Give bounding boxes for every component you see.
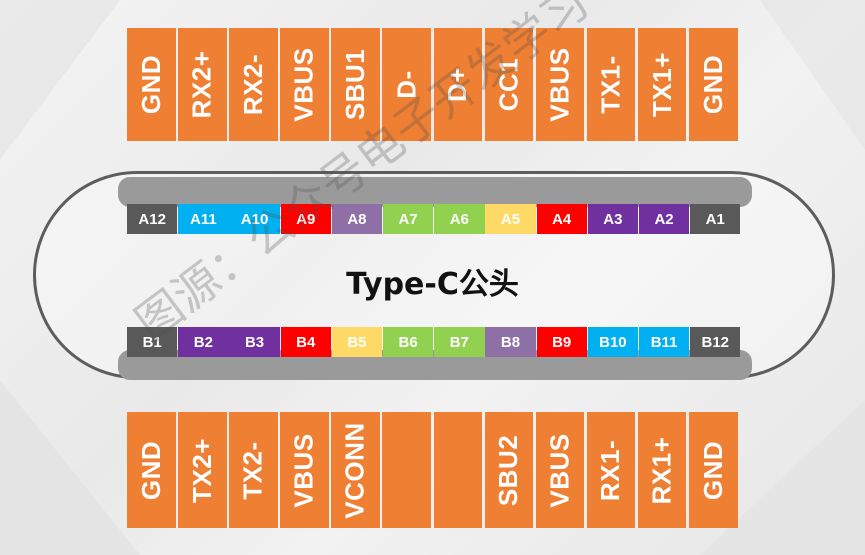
signal-label-cell: D- bbox=[382, 28, 431, 141]
pin-row-b: B1 B2 B3 B4 B5 B6 B7 B8 B9 B10 B11 B12 bbox=[127, 327, 741, 357]
signal-label-text: VCONN bbox=[340, 421, 371, 519]
pin-a9: A9 bbox=[280, 204, 331, 234]
pin-a7: A7 bbox=[382, 204, 434, 234]
signal-label-cell: D+ bbox=[433, 28, 483, 141]
pin-b5: B5 bbox=[331, 327, 383, 357]
signal-label-cell: SBU1 bbox=[331, 28, 380, 141]
signal-label-text: TX2+ bbox=[186, 437, 217, 503]
signal-label-text: VBUS bbox=[289, 432, 320, 508]
pin-a3: A3 bbox=[587, 204, 639, 234]
signal-label-cell: RX2- bbox=[229, 28, 278, 141]
pin-a6: A6 bbox=[434, 204, 485, 234]
signal-label-text: SBU2 bbox=[493, 434, 524, 506]
pin-row-a: A12 A11 A10 A9 A8 A7 A6 A5 A4 A3 A2 A1 bbox=[127, 204, 741, 234]
signal-label-cell: TX1- bbox=[586, 28, 636, 141]
signal-label-text: GND bbox=[697, 54, 728, 115]
signal-label-text: RX1- bbox=[595, 439, 626, 501]
pin-b7: B7 bbox=[434, 327, 485, 357]
signal-label-text: D- bbox=[391, 70, 422, 99]
pin-b3: B3 bbox=[229, 327, 280, 357]
signal-label-cell: RX1+ bbox=[637, 412, 687, 528]
signal-label-cell: TX1+ bbox=[637, 28, 687, 141]
pin-b11: B11 bbox=[638, 327, 690, 357]
pin-a12: A12 bbox=[127, 204, 178, 234]
signal-label-cell: RX1- bbox=[586, 412, 636, 528]
signal-label-cell: TX2+ bbox=[178, 412, 227, 528]
signal-label-text: GND bbox=[135, 54, 166, 115]
pin-b12: B12 bbox=[690, 327, 741, 357]
pin-b2: B2 bbox=[178, 327, 229, 357]
signal-label-text: D+ bbox=[442, 67, 473, 102]
signal-label-text: SBU1 bbox=[340, 48, 371, 121]
signal-label-text: TX1+ bbox=[646, 52, 677, 117]
pin-b10: B10 bbox=[587, 327, 639, 357]
signal-label-cell: RX2+ bbox=[178, 28, 227, 141]
signal-label-cell: VCONN bbox=[331, 412, 380, 528]
pin-a4: A4 bbox=[536, 204, 587, 234]
signal-label-text: RX2+ bbox=[186, 50, 217, 119]
pin-b1: B1 bbox=[127, 327, 178, 357]
pin-b4: B4 bbox=[280, 327, 331, 357]
bottom-signal-labels: GND TX2+ TX2- VBUS VCONN SBU2 VBUS RX1- RX1+ GND bbox=[127, 412, 738, 528]
connector-tongue-top bbox=[118, 177, 752, 207]
signal-label-text: TX1- bbox=[595, 55, 626, 114]
signal-label-cell: SBU2 bbox=[484, 412, 534, 528]
signal-label-cell bbox=[433, 412, 483, 528]
signal-label-cell: VBUS bbox=[280, 28, 329, 141]
signal-label-text: CC1 bbox=[493, 57, 524, 112]
signal-label-cell: GND bbox=[689, 28, 738, 141]
signal-label-text: VBUS bbox=[544, 47, 575, 122]
pin-a2: A2 bbox=[638, 204, 690, 234]
signal-label-text: RX1+ bbox=[646, 436, 677, 504]
signal-label-cell: CC1 bbox=[484, 28, 534, 141]
signal-label-cell: GND bbox=[127, 28, 176, 141]
pin-a10: A10 bbox=[229, 204, 280, 234]
pin-a8: A8 bbox=[331, 204, 383, 234]
signal-label-text: TX2- bbox=[237, 440, 268, 500]
signal-label-text: GND bbox=[135, 440, 166, 500]
signal-label-text: VBUS bbox=[289, 47, 320, 122]
signal-label-cell: VBUS bbox=[535, 28, 585, 141]
pin-a1: A1 bbox=[690, 204, 741, 234]
top-signal-labels: GND RX2+ RX2- VBUS SBU1 D- D+ CC1 VBUS TX1- TX1+ GN… bbox=[127, 28, 738, 141]
signal-label-cell: TX2- bbox=[229, 412, 278, 528]
signal-label-cell: VBUS bbox=[280, 412, 329, 528]
signal-label-cell: GND bbox=[127, 412, 176, 528]
signal-label-text: VBUS bbox=[544, 432, 575, 508]
pin-b6: B6 bbox=[382, 327, 434, 357]
pin-b9: B9 bbox=[536, 327, 587, 357]
signal-label-cell: VBUS bbox=[535, 412, 585, 528]
signal-label-cell bbox=[382, 412, 431, 528]
signal-label-text: GND bbox=[697, 440, 728, 500]
connector-title: Type-C公头 bbox=[346, 267, 519, 302]
pin-a11: A11 bbox=[178, 204, 229, 234]
pin-b8: B8 bbox=[485, 327, 536, 357]
pin-a5: A5 bbox=[485, 204, 536, 234]
signal-label-text: RX2- bbox=[237, 53, 268, 116]
signal-label-cell: GND bbox=[689, 412, 738, 528]
